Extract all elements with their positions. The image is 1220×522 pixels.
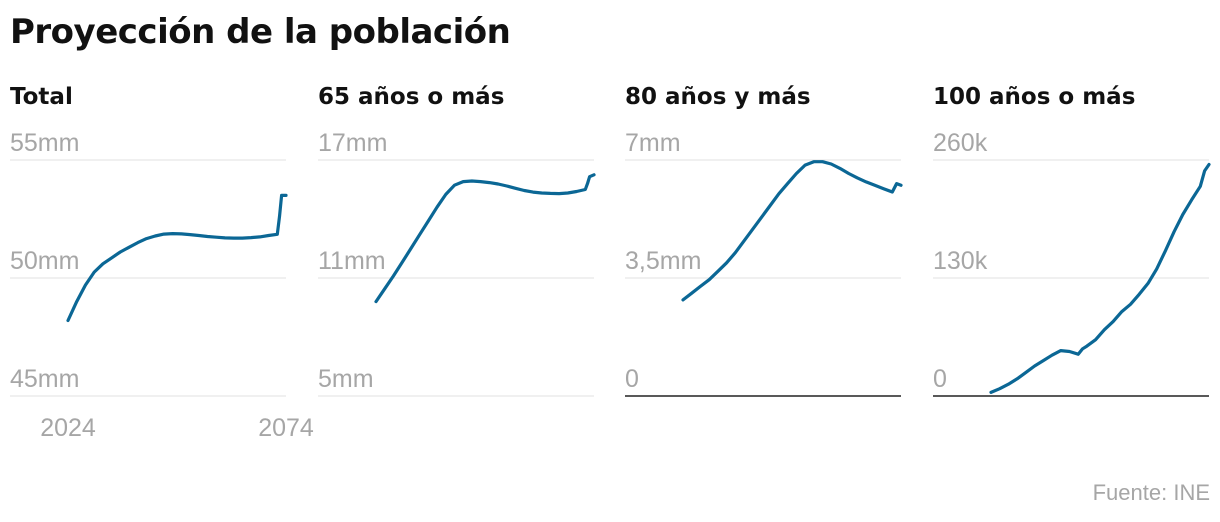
panel-title-80-plus: 80 años y más: [625, 84, 811, 110]
panel-title-100-plus: 100 años o más: [933, 84, 1136, 110]
series-line: [681, 160, 903, 302]
chart-80-plus: 7mm 3,5mm 0: [625, 129, 903, 397]
chart-100-plus: 260k 130k 0: [933, 129, 1211, 397]
y-tick-label: 260k: [933, 129, 988, 157]
y-tick-label: 0: [625, 365, 639, 393]
y-tick-label: 5mm: [318, 365, 374, 393]
y-tick-label: 130k: [933, 247, 988, 275]
y-tick-label: 50mm: [10, 247, 79, 275]
series-line: [374, 173, 596, 304]
y-tick-label: 45mm: [10, 365, 79, 393]
x-tick-label: 2024: [40, 414, 96, 442]
chart-panel-total: Total 55mm 50mm 45mm 2024 2074: [10, 84, 314, 454]
y-tick-label: 3,5mm: [625, 247, 701, 275]
y-tick-label: 7mm: [625, 129, 681, 157]
panel-title-65-plus: 65 años o más: [318, 84, 505, 110]
x-tick-label: 2074: [258, 414, 314, 442]
chart-panel-100-plus: 100 años o más 260k 130k 0: [933, 84, 1211, 454]
chart-panel-80-plus: 80 años y más 7mm 3,5mm 0: [625, 84, 903, 454]
chart-total: 55mm 50mm 45mm 2024 2074: [10, 129, 314, 442]
y-tick-label: 17mm: [318, 129, 387, 157]
series-line: [989, 162, 1211, 394]
chart-panel-65-plus: 65 años o más 17mm 11mm 5mm: [318, 84, 596, 454]
source-note: Fuente: INE: [1092, 480, 1210, 505]
page-title: Proyección de la población: [10, 12, 511, 52]
y-tick-label: 0: [933, 365, 947, 393]
panel-title-total: Total: [10, 84, 73, 110]
series-line: [66, 193, 288, 323]
y-tick-label: 55mm: [10, 129, 79, 157]
y-tick-label: 11mm: [318, 247, 386, 275]
chart-65-plus: 17mm 11mm 5mm: [318, 129, 596, 397]
